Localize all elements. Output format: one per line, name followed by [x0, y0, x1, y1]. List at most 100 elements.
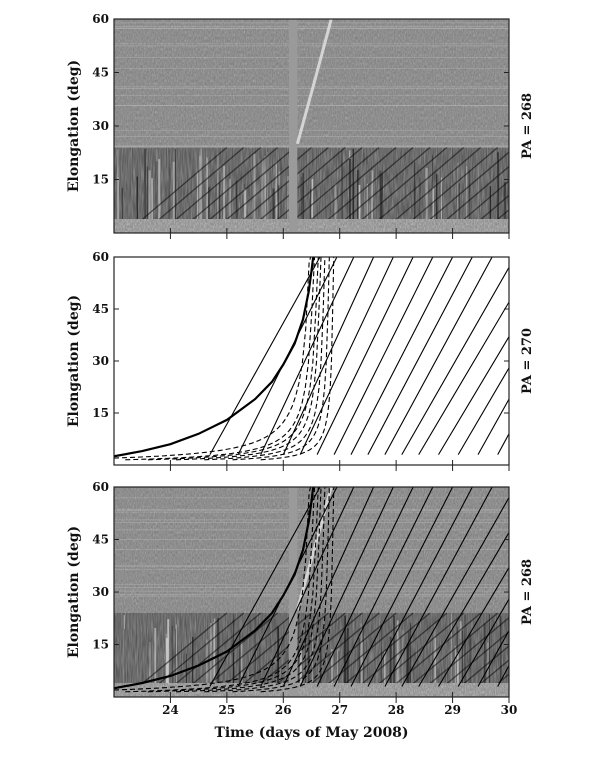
feature-track — [333, 612, 431, 694]
y-tick-label-30: 30 — [92, 585, 109, 599]
streak — [264, 174, 266, 233]
y-axis-label-top: Elongation (deg) — [66, 60, 82, 192]
streak — [146, 166, 148, 233]
streak — [499, 616, 502, 697]
streak — [311, 635, 313, 697]
streak — [267, 152, 269, 233]
model-curve-1 — [114, 257, 312, 459]
model-curve-1 — [114, 487, 312, 691]
streak — [233, 653, 235, 697]
streak — [477, 164, 479, 233]
x-tick-label-30: 30 — [501, 703, 518, 717]
model-curve-22 — [477, 398, 509, 455]
model-curve-8 — [209, 257, 321, 455]
y-tick-label-45: 45 — [92, 302, 109, 316]
streak — [489, 614, 490, 697]
model-curve-9 — [237, 487, 338, 687]
streak — [352, 148, 354, 233]
streak — [278, 185, 280, 233]
streak — [436, 174, 438, 233]
streak — [275, 162, 277, 233]
streak — [410, 623, 411, 697]
streak — [206, 639, 208, 697]
feature-track — [316, 146, 414, 230]
streak — [206, 156, 208, 233]
y-tick-label-15: 15 — [92, 406, 109, 420]
streak — [241, 639, 243, 697]
model-curve-4 — [176, 257, 322, 461]
streak — [276, 164, 277, 233]
model-curve-11 — [282, 487, 375, 687]
y-tick-label-45: 45 — [92, 66, 109, 80]
streak — [171, 626, 173, 697]
feature-track — [367, 146, 465, 230]
heatmap-bottom-strip-noise-0 — [114, 219, 509, 233]
model-curve-5 — [204, 487, 326, 693]
streak — [396, 620, 399, 697]
streak — [156, 149, 158, 233]
streak — [151, 178, 153, 233]
feature-track — [485, 673, 509, 694]
streak — [148, 170, 151, 233]
pa-label-top: PA = 268 — [520, 93, 535, 159]
model-curve-19 — [418, 301, 509, 455]
feature-track — [299, 612, 397, 694]
streak — [199, 156, 201, 233]
x-tick-label-26: 26 — [275, 703, 292, 717]
model-curve-15 — [350, 487, 454, 687]
feature-track — [384, 146, 482, 230]
streak — [459, 638, 461, 697]
feature-track — [299, 146, 397, 230]
feature-track — [333, 146, 431, 230]
streak — [425, 168, 428, 233]
model-curve-10 — [260, 257, 355, 455]
streak — [489, 186, 492, 233]
streak — [389, 636, 392, 697]
streak — [302, 173, 304, 233]
model-curve-0 — [114, 257, 315, 458]
streak — [384, 651, 386, 697]
pa-label-bottom: PA = 268 — [520, 559, 535, 625]
streak — [244, 189, 247, 233]
feature-track — [164, 146, 262, 230]
feature-track — [485, 208, 509, 230]
feature-track — [350, 612, 448, 694]
streak — [364, 177, 366, 233]
model-curve-7 — [260, 487, 335, 693]
streak — [357, 169, 359, 233]
streak — [229, 178, 231, 233]
streak — [406, 643, 409, 697]
streak — [167, 619, 170, 697]
heatmap-bottom-strip-noise-2 — [114, 683, 509, 697]
streak — [331, 649, 333, 697]
streak — [432, 187, 434, 233]
streak — [117, 177, 119, 233]
streak — [484, 623, 486, 697]
feature-track — [350, 146, 448, 230]
feature-track — [452, 180, 509, 230]
streak — [503, 182, 507, 233]
data-gap-2 — [288, 487, 298, 697]
feature-track — [401, 612, 499, 694]
data-gap-0 — [288, 19, 298, 233]
cme-front-0 — [295, 19, 333, 145]
feature-track — [147, 146, 245, 230]
streak — [123, 615, 125, 697]
feature-track — [198, 612, 296, 694]
model-curve-16 — [367, 257, 473, 455]
model-curve-10 — [260, 487, 355, 687]
streak — [343, 637, 345, 697]
model-curve-19 — [418, 532, 509, 687]
y-tick-label-60: 60 — [92, 250, 109, 264]
model-curve-22 — [477, 630, 509, 687]
streak — [158, 159, 161, 233]
x-tick-label-28: 28 — [388, 703, 405, 717]
model-background — [114, 257, 509, 465]
streak — [341, 150, 343, 233]
streak — [154, 627, 157, 697]
streak — [497, 152, 499, 233]
panel-middle-model: 15 30 45 60 — [92, 250, 510, 471]
streak — [360, 623, 362, 697]
model-curve-14 — [333, 487, 434, 687]
x-tick-label-24: 24 — [162, 703, 179, 717]
